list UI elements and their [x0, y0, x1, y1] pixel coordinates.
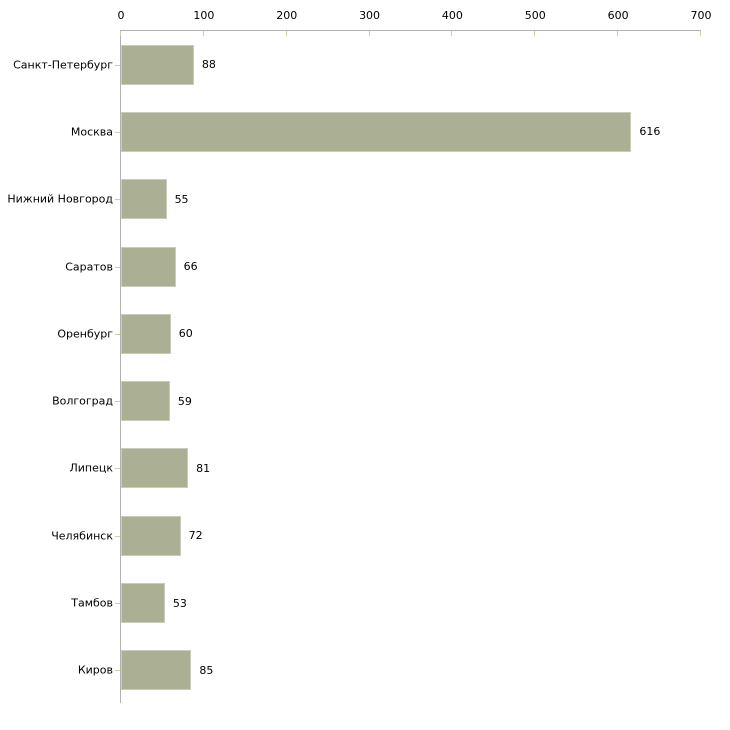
x-axis-tick-mark	[120, 31, 121, 36]
bar-value-label: 60	[178, 327, 193, 341]
x-axis-tick-label: 200	[276, 9, 298, 22]
x-axis-tick-label: 500	[524, 9, 546, 22]
bar-5	[121, 381, 170, 422]
bar-1	[121, 111, 632, 152]
x-axis-tick-label: 600	[607, 9, 629, 22]
bar-value-label: 88	[201, 58, 216, 72]
bar-row: Саратов 66	[65, 233, 701, 300]
x-axis-tick-label: 100	[193, 9, 215, 22]
bar-3	[121, 246, 176, 287]
bar-row: Волгоград 59	[52, 367, 701, 434]
y-axis-tick-mark	[115, 266, 120, 268]
bar-value-label: 55	[174, 192, 189, 206]
category-label: Челябинск	[51, 529, 113, 543]
bar-row: Нижний Новгород 55	[7, 166, 701, 233]
category-label: Санкт-Петербург	[13, 58, 113, 72]
bar-value-label: 616	[639, 125, 661, 139]
category-label: Нижний Новгород	[7, 192, 113, 206]
x-axis-tick-label: 700	[690, 9, 712, 22]
bar-row: Тамбов 53	[71, 569, 701, 636]
x-axis-tick-mark	[202, 31, 204, 36]
bar-value-label: 72	[188, 529, 203, 543]
bar-row: Санкт-Петербург 88	[13, 31, 701, 98]
bar-value-label: 85	[199, 663, 214, 677]
bar-row: Челябинск 72	[51, 502, 701, 569]
y-axis-tick-mark	[115, 131, 120, 133]
bar-row: Киров 85	[78, 637, 701, 704]
y-axis-tick-mark	[115, 535, 120, 537]
bar-value-label: 59	[177, 394, 192, 408]
y-axis-tick-mark	[115, 468, 120, 470]
y-axis-tick-mark	[115, 199, 120, 201]
bar-8	[121, 583, 165, 624]
x-axis-tick-label: 400	[441, 9, 463, 22]
x-axis-tick-mark	[451, 31, 453, 36]
plot-area: 0 100 200 300 400 500 600 700 Санкт-Петербург 88 М…	[7, 9, 712, 704]
bar-4	[121, 313, 171, 354]
bar-value-label: 53	[172, 596, 187, 610]
bar-value-label: 81	[196, 461, 211, 475]
x-axis-tick-mark	[617, 31, 619, 36]
bar-9	[121, 650, 192, 691]
bar-6	[121, 448, 189, 489]
bar-row: Липецк 81	[69, 435, 701, 502]
x-axis-tick-mark	[368, 31, 370, 36]
x-axis-tick-mark	[700, 31, 701, 36]
bar-row: Оренбург 60	[57, 300, 701, 367]
category-label: Тамбов	[71, 596, 113, 610]
x-axis-tick-label: 0	[117, 9, 125, 22]
bar-2	[121, 179, 167, 220]
category-label: Саратов	[65, 260, 113, 274]
category-label: Волгоград	[52, 394, 113, 408]
x-axis-tick-mark	[534, 31, 536, 36]
y-axis-tick-mark	[115, 64, 120, 66]
x-axis-tick-label: 300	[359, 9, 381, 22]
bar-row: Москва 616	[71, 98, 701, 165]
y-axis-tick-mark	[115, 401, 120, 403]
category-label: Киров	[77, 663, 113, 677]
bar-0	[121, 44, 194, 85]
category-label: Москва	[70, 125, 113, 139]
y-axis-tick-mark	[115, 333, 120, 335]
bar-7	[121, 515, 181, 556]
x-axis-tick-mark	[285, 31, 287, 36]
y-axis-tick-mark	[115, 670, 120, 672]
category-label: Липецк	[69, 461, 113, 475]
category-label: Оренбург	[57, 327, 113, 341]
bar-value-label: 66	[183, 260, 198, 274]
y-axis-tick-mark	[115, 603, 120, 605]
